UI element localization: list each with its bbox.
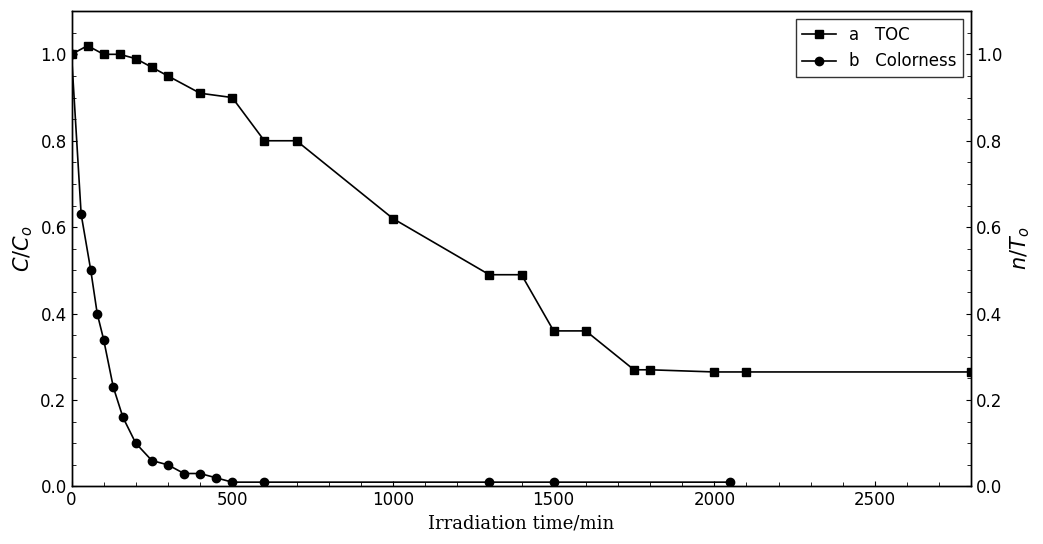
a   TOC (580, 327, 592, 334)
a   TOC (741, 369, 753, 375)
b   Colorness (117, 414, 129, 421)
b   Colorness (129, 440, 142, 447)
a   TOC (258, 138, 270, 144)
Legend: a   TOC, b   Colorness: a TOC, b Colorness (796, 20, 963, 77)
b   Colorness (162, 462, 174, 468)
a   TOC (97, 51, 110, 58)
a   TOC (226, 94, 239, 101)
X-axis label: Irradiation time/min: Irradiation time/min (429, 515, 614, 533)
b   Colorness (548, 479, 560, 485)
a   TOC (387, 215, 399, 222)
b   Colorness (210, 474, 222, 481)
a   TOC (628, 367, 640, 373)
b   Colorness (66, 51, 78, 58)
a   TOC (965, 369, 977, 375)
a   TOC (66, 51, 78, 58)
b   Colorness (724, 479, 736, 485)
a   TOC (114, 51, 126, 58)
b   Colorness (107, 384, 120, 391)
a   TOC (194, 90, 207, 96)
b   Colorness (194, 470, 207, 477)
Line: a   TOC: a TOC (68, 41, 975, 376)
b   Colorness (483, 479, 495, 485)
a   TOC (483, 271, 495, 278)
b   Colorness (75, 211, 88, 218)
b   Colorness (91, 310, 103, 317)
b   Colorness (146, 458, 159, 464)
a   TOC (146, 64, 159, 71)
a   TOC (162, 73, 174, 79)
b   Colorness (226, 479, 239, 485)
a   TOC (515, 271, 528, 278)
b   Colorness (177, 470, 190, 477)
b   Colorness (258, 479, 270, 485)
b   Colorness (84, 267, 97, 274)
a   TOC (129, 55, 142, 62)
Y-axis label: $C/C_o$: $C/C_o$ (11, 226, 34, 272)
b   Colorness (97, 336, 110, 343)
a   TOC (644, 367, 656, 373)
a   TOC (708, 369, 721, 375)
a   TOC (81, 42, 94, 49)
Y-axis label: $n/T_o$: $n/T_o$ (1009, 227, 1032, 270)
a   TOC (290, 138, 302, 144)
Line: b   Colorness: b Colorness (68, 50, 734, 486)
a   TOC (548, 327, 560, 334)
